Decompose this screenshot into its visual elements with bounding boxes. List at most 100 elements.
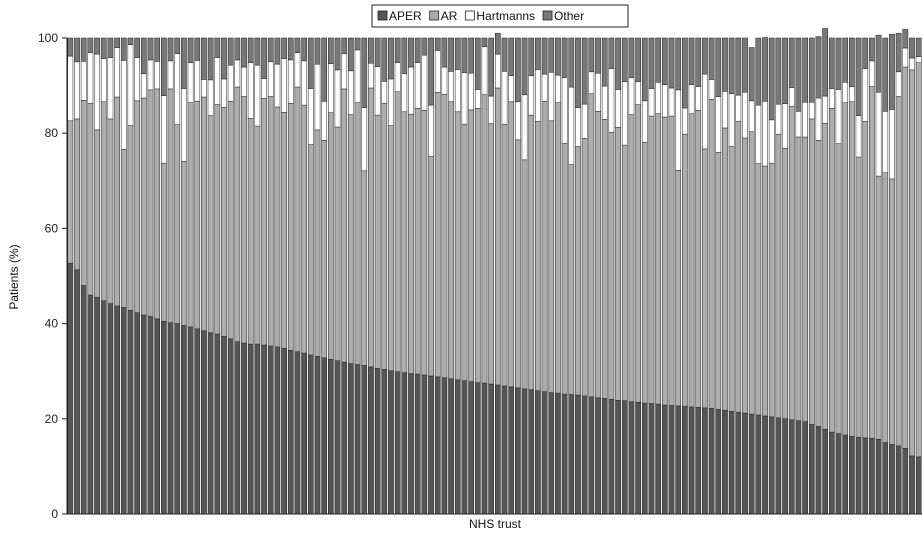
bar-other-92 bbox=[675, 37, 682, 91]
bar-ar-87 bbox=[641, 141, 648, 404]
bar-aper-118 bbox=[849, 436, 855, 515]
bar-hartmanns-100 bbox=[728, 93, 735, 147]
bar-ar-82 bbox=[608, 132, 615, 400]
bar-ar-33 bbox=[281, 112, 287, 349]
bar-other-86 bbox=[635, 37, 641, 83]
bar-hartmanns-6 bbox=[100, 58, 107, 103]
bar-other-10 bbox=[127, 37, 134, 45]
bar-other-51 bbox=[401, 37, 408, 74]
bar-aper-117 bbox=[842, 434, 849, 515]
bar-hartmanns-102 bbox=[742, 92, 748, 139]
bar-ar-35 bbox=[294, 86, 301, 352]
bar-other-9 bbox=[120, 37, 127, 61]
bar-aper-25 bbox=[227, 338, 234, 515]
bar-other-58 bbox=[448, 37, 454, 72]
bar-other-14 bbox=[154, 37, 161, 62]
bar-ar-127 bbox=[909, 69, 915, 457]
bar-aper-56 bbox=[434, 376, 441, 515]
bar-other-112 bbox=[808, 37, 815, 103]
bar-aper-31 bbox=[267, 345, 274, 515]
bar-aper-97 bbox=[708, 408, 715, 515]
bar-hartmanns-120 bbox=[862, 68, 869, 122]
bar-hartmanns-37 bbox=[307, 88, 314, 145]
bar-other-6 bbox=[100, 37, 107, 59]
bar-aper-7 bbox=[107, 303, 114, 515]
bar-other-30 bbox=[261, 37, 267, 79]
bar-aper-81 bbox=[601, 398, 608, 515]
y-tick-label-80: 80 bbox=[45, 126, 59, 140]
bar-aper-71 bbox=[535, 390, 541, 515]
bar-aper-52 bbox=[408, 373, 414, 515]
bar-ar-11 bbox=[134, 100, 140, 313]
bar-ar-102 bbox=[742, 137, 748, 414]
bar-aper-15 bbox=[161, 320, 167, 515]
bar-other-44 bbox=[354, 37, 361, 51]
bar-ar-28 bbox=[247, 118, 254, 345]
bar-ar-54 bbox=[421, 110, 428, 376]
bar-ar-45 bbox=[361, 170, 368, 366]
bar-ar-29 bbox=[254, 125, 261, 345]
bar-hartmanns-3 bbox=[80, 61, 87, 101]
bar-aper-87 bbox=[641, 402, 648, 515]
bar-hartmanns-114 bbox=[822, 95, 828, 124]
bar-aper-120 bbox=[862, 437, 869, 515]
bar-ar-121 bbox=[869, 86, 875, 439]
bar-other-23 bbox=[214, 37, 221, 58]
bar-hartmanns-47 bbox=[374, 66, 381, 116]
bar-hartmanns-103 bbox=[748, 100, 755, 133]
bar-other-26 bbox=[234, 37, 241, 61]
bar-aper-111 bbox=[802, 421, 808, 515]
bar-other-28 bbox=[247, 37, 254, 63]
bar-ar-96 bbox=[702, 148, 708, 409]
bar-hartmanns-8 bbox=[114, 47, 120, 98]
bar-aper-62 bbox=[474, 382, 481, 515]
bar-other-41 bbox=[334, 37, 341, 71]
bar-other-75 bbox=[561, 37, 568, 78]
bar-hartmanns-89 bbox=[655, 82, 662, 114]
bar-hartmanns-68 bbox=[515, 101, 521, 141]
bar-aper-9 bbox=[120, 307, 127, 515]
bar-hartmanns-30 bbox=[261, 78, 267, 99]
bar-other-80 bbox=[595, 37, 601, 74]
bar-ar-63 bbox=[481, 94, 488, 384]
bar-other-32 bbox=[274, 37, 281, 65]
bar-other-47 bbox=[374, 37, 381, 67]
bar-hartmanns-15 bbox=[161, 95, 167, 164]
bar-hartmanns-57 bbox=[441, 66, 448, 95]
bar-hartmanns-22 bbox=[207, 79, 214, 116]
bar-aper-78 bbox=[581, 395, 588, 515]
bar-hartmanns-95 bbox=[695, 86, 702, 111]
bar-other-76 bbox=[568, 37, 575, 88]
bar-hartmanns-53 bbox=[414, 62, 421, 109]
bar-other-72 bbox=[541, 37, 548, 75]
bar-ar-71 bbox=[535, 121, 541, 391]
bar-other-61 bbox=[468, 37, 474, 74]
bar-aper-92 bbox=[675, 405, 682, 515]
bar-other-114 bbox=[822, 28, 828, 97]
bar-hartmanns-28 bbox=[247, 62, 254, 119]
bar-hartmanns-54 bbox=[421, 54, 428, 111]
bar-aper-119 bbox=[855, 437, 862, 515]
bar-aper-53 bbox=[414, 373, 421, 515]
bar-ar-77 bbox=[575, 146, 581, 396]
bar-other-97 bbox=[708, 37, 715, 80]
bar-aper-54 bbox=[421, 374, 428, 515]
bar-aper-64 bbox=[488, 383, 495, 515]
bar-hartmanns-87 bbox=[641, 100, 648, 143]
bar-hartmanns-16 bbox=[167, 60, 174, 90]
y-axis: 0 20 40 60 80 100 bbox=[38, 31, 922, 521]
bar-aper-104 bbox=[755, 414, 762, 515]
bar-ar-57 bbox=[441, 93, 448, 379]
bar-other-111 bbox=[802, 37, 808, 103]
bar-other-106 bbox=[768, 37, 775, 121]
bar-hartmanns-127 bbox=[909, 57, 915, 71]
bar-aper-95 bbox=[695, 407, 702, 515]
bar-aper-100 bbox=[728, 410, 735, 515]
bar-ar-20 bbox=[194, 101, 201, 330]
bar-aper-43 bbox=[348, 363, 354, 515]
bar-aper-121 bbox=[869, 438, 875, 515]
bar-other-49 bbox=[388, 37, 394, 80]
bar-other-81 bbox=[601, 37, 608, 87]
bar-ar-13 bbox=[147, 89, 154, 317]
bar-aper-39 bbox=[321, 357, 328, 515]
